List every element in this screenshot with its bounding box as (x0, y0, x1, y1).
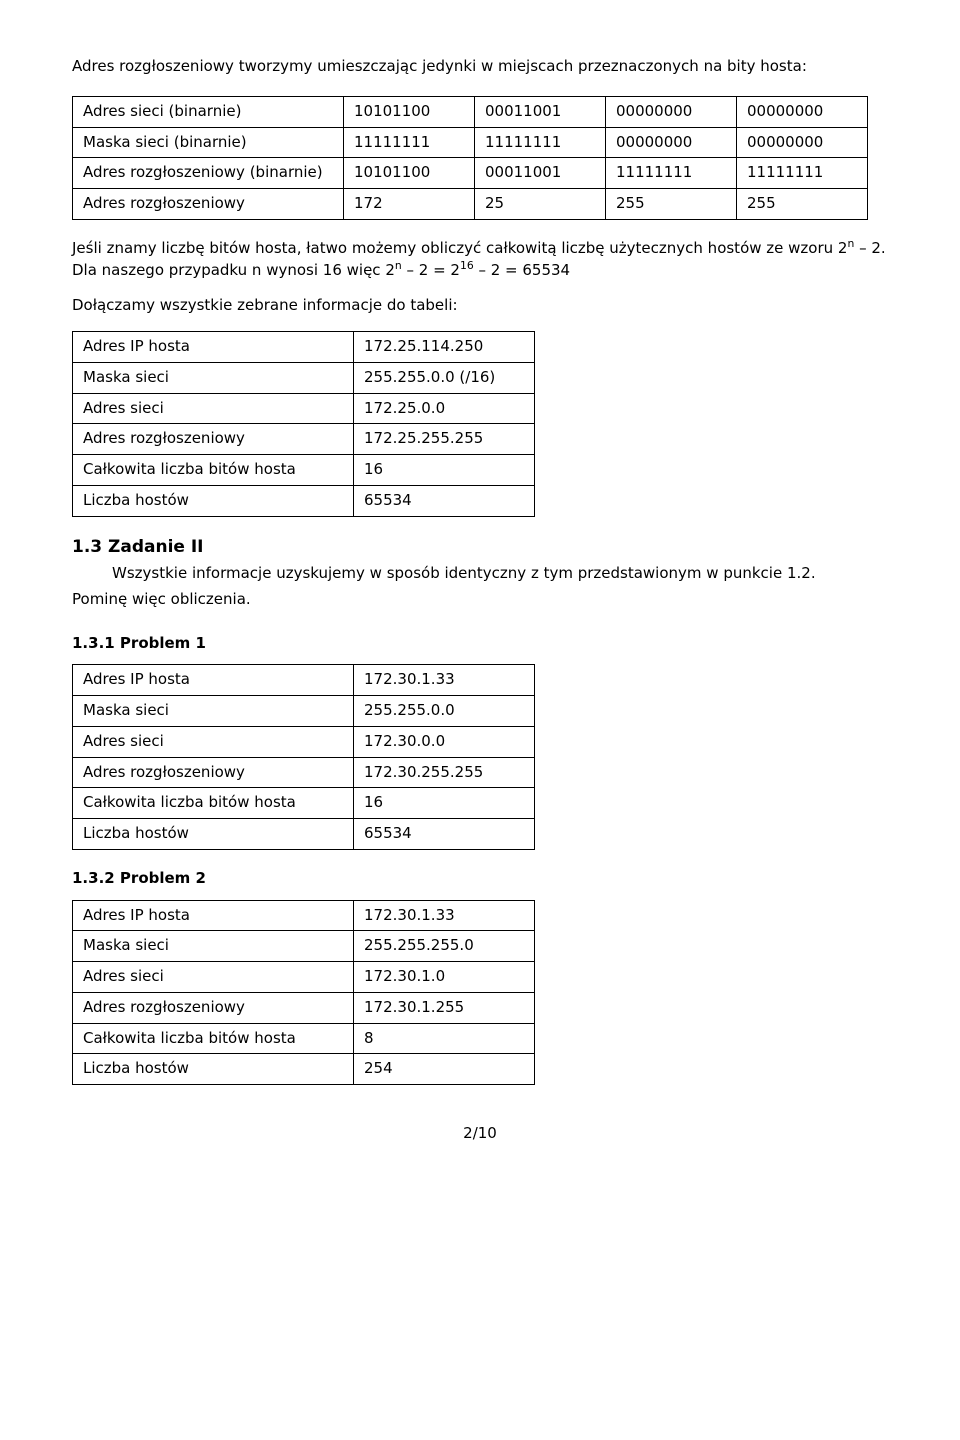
cell-label: Adres IP hosta (73, 332, 354, 363)
table-row: Maska sieci255.255.0.0 (73, 696, 535, 727)
cell-label: Adres rozgłoszeniowy (73, 189, 344, 220)
cell-label: Całkowita liczba bitów hosta (73, 455, 354, 486)
cell-value: 254 (354, 1054, 535, 1085)
binary-table: Adres sieci (binarnie) 10101100 00011001… (72, 96, 868, 220)
cell-label: Adres IP hosta (73, 900, 354, 931)
cell-value: 172.25.114.250 (354, 332, 535, 363)
cell-value: 25 (475, 189, 606, 220)
intro-text: Adres rozgłoszeniowy tworzymy umieszczaj… (72, 56, 888, 78)
page-number: 2/10 (72, 1123, 888, 1145)
cell-label: Adres sieci (73, 726, 354, 757)
table-row: Całkowita liczba bitów hosta16 (73, 788, 535, 819)
table-row: Całkowita liczba bitów hosta8 (73, 1023, 535, 1054)
table-row: Adres sieci (binarnie) 10101100 00011001… (73, 96, 868, 127)
cell-label: Adres sieci (73, 393, 354, 424)
heading-problem-2: 1.3.2 Problem 2 (72, 868, 888, 890)
cell-value: 11111111 (475, 127, 606, 158)
task2-paragraph-line1: Wszystkie informacje uzyskujemy w sposób… (112, 563, 888, 585)
cell-value: 65534 (354, 819, 535, 850)
cell-value: 10101100 (344, 96, 475, 127)
formula-text: Jeśli znamy liczbę bitów hosta, łatwo mo… (72, 239, 847, 257)
formula-paragraph: Jeśli znamy liczbę bitów hosta, łatwo mo… (72, 238, 888, 282)
cell-label: Adres sieci (73, 962, 354, 993)
table-row: Adres rozgłoszeniowy172.30.255.255 (73, 757, 535, 788)
cell-label: Liczba hostów (73, 485, 354, 516)
collect-text: Dołączamy wszystkie zebrane informacje d… (72, 295, 888, 317)
cell-value: 00000000 (737, 127, 868, 158)
table-row: Adres sieci172.30.0.0 (73, 726, 535, 757)
exponent-n: n (395, 259, 402, 272)
table-row: Adres IP hosta172.30.1.33 (73, 900, 535, 931)
cell-value: 255.255.255.0 (354, 931, 535, 962)
table-row: Całkowita liczba bitów hosta16 (73, 455, 535, 486)
cell-label: Maska sieci (73, 362, 354, 393)
cell-label: Maska sieci (binarnie) (73, 127, 344, 158)
table-row: Adres IP hosta172.25.114.250 (73, 332, 535, 363)
cell-value: 255 (737, 189, 868, 220)
cell-value: 00011001 (475, 158, 606, 189)
summary-table-problem-1: Adres IP hosta172.30.1.33 Maska sieci255… (72, 664, 535, 850)
cell-value: 172.30.255.255 (354, 757, 535, 788)
cell-label: Adres rozgłoszeniowy (73, 992, 354, 1023)
table-row: Adres rozgłoszeniowy (binarnie) 10101100… (73, 158, 868, 189)
cell-label: Liczba hostów (73, 819, 354, 850)
table-row: Adres rozgłoszeniowy172.30.1.255 (73, 992, 535, 1023)
cell-value: 00000000 (737, 96, 868, 127)
cell-value: 11111111 (737, 158, 868, 189)
formula-text: – 2 = 2 (402, 261, 460, 279)
table-row: Adres rozgłoszeniowy 172 25 255 255 (73, 189, 868, 220)
cell-label: Adres rozgłoszeniowy (binarnie) (73, 158, 344, 189)
cell-value: 172.30.0.0 (354, 726, 535, 757)
cell-label: Liczba hostów (73, 1054, 354, 1085)
cell-label: Całkowita liczba bitów hosta (73, 788, 354, 819)
cell-value: 00000000 (606, 96, 737, 127)
cell-value: 255.255.0.0 (354, 696, 535, 727)
cell-value: 00011001 (475, 96, 606, 127)
formula-text: – 2 = 65534 (474, 261, 570, 279)
cell-value: 255.255.0.0 (/16) (354, 362, 535, 393)
summary-table-problem-2: Adres IP hosta172.30.1.33 Maska sieci255… (72, 900, 535, 1086)
cell-value: 172.25.0.0 (354, 393, 535, 424)
cell-label: Maska sieci (73, 931, 354, 962)
cell-value: 8 (354, 1023, 535, 1054)
summary-table-1: Adres IP hosta172.25.114.250 Maska sieci… (72, 331, 535, 517)
cell-label: Adres rozgłoszeniowy (73, 757, 354, 788)
cell-value: 172.30.1.33 (354, 900, 535, 931)
cell-label: Adres IP hosta (73, 665, 354, 696)
cell-value: 172.25.255.255 (354, 424, 535, 455)
cell-label: Maska sieci (73, 696, 354, 727)
cell-label: Adres rozgłoszeniowy (73, 424, 354, 455)
cell-value: 255 (606, 189, 737, 220)
table-row: Adres rozgłoszeniowy172.25.255.255 (73, 424, 535, 455)
table-row: Adres IP hosta172.30.1.33 (73, 665, 535, 696)
table-row: Liczba hostów254 (73, 1054, 535, 1085)
cell-value: 172 (344, 189, 475, 220)
table-row: Adres sieci172.25.0.0 (73, 393, 535, 424)
task2-paragraph-line2: Pominę więc obliczenia. (72, 589, 888, 611)
heading-task-2: 1.3 Zadanie II (72, 535, 888, 560)
cell-value: 65534 (354, 485, 535, 516)
exponent-16: 16 (460, 259, 474, 272)
table-row: Maska sieci255.255.0.0 (/16) (73, 362, 535, 393)
cell-label: Adres sieci (binarnie) (73, 96, 344, 127)
heading-problem-1: 1.3.1 Problem 1 (72, 633, 888, 655)
cell-value: 11111111 (606, 158, 737, 189)
cell-value: 172.30.1.255 (354, 992, 535, 1023)
table-row: Liczba hostów65534 (73, 819, 535, 850)
cell-value: 10101100 (344, 158, 475, 189)
cell-value: 11111111 (344, 127, 475, 158)
cell-value: 16 (354, 455, 535, 486)
table-row: Adres sieci172.30.1.0 (73, 962, 535, 993)
table-row: Liczba hostów65534 (73, 485, 535, 516)
cell-label: Całkowita liczba bitów hosta (73, 1023, 354, 1054)
table-row: Maska sieci (binarnie) 11111111 11111111… (73, 127, 868, 158)
table-row: Maska sieci255.255.255.0 (73, 931, 535, 962)
cell-value: 172.30.1.33 (354, 665, 535, 696)
cell-value: 16 (354, 788, 535, 819)
cell-value: 172.30.1.0 (354, 962, 535, 993)
cell-value: 00000000 (606, 127, 737, 158)
